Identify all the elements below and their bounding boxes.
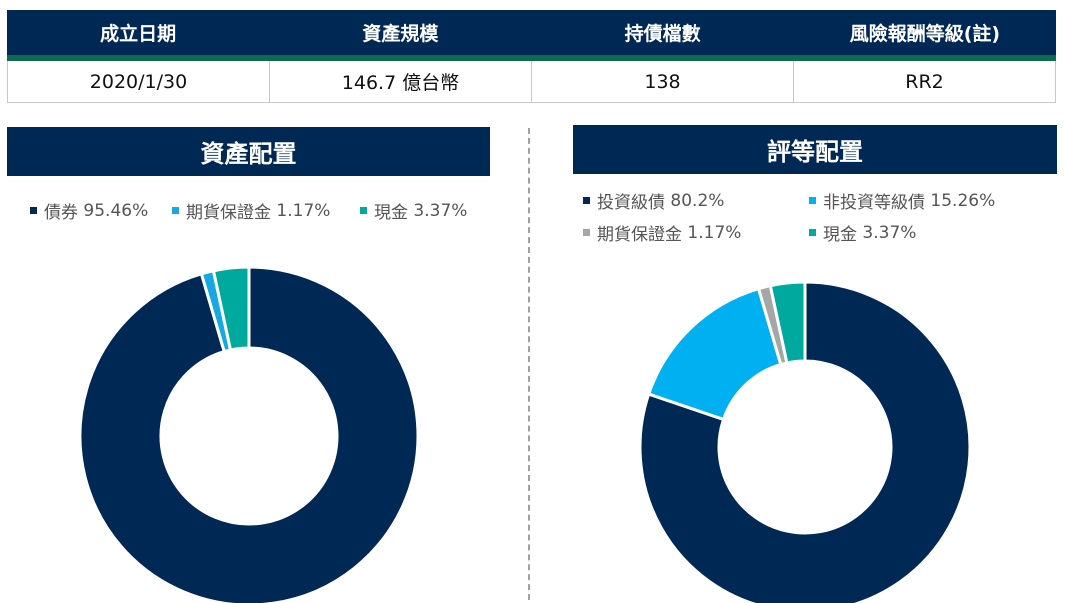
legend-item-rating-futures-margin: 期貨保證金 1.17% bbox=[583, 220, 741, 245]
legend-dot-investment-grade bbox=[583, 197, 590, 204]
legend-value-rating-futures-margin: 1.17% bbox=[687, 222, 742, 243]
value-fund-size: 146.7 億台幣 bbox=[270, 61, 532, 102]
legend-item-high-yield: 非投資等級債 15.26% bbox=[809, 188, 995, 213]
legend-value-rating-cash: 3.37% bbox=[862, 222, 917, 243]
donut-slice-1-1 bbox=[647, 287, 783, 421]
value-inception-date: 2020/1/30 bbox=[8, 61, 270, 102]
legend-value-cash: 3.37% bbox=[413, 200, 468, 221]
legend-label-bonds: 債券 bbox=[44, 203, 78, 223]
asset-allocation-donut bbox=[78, 265, 420, 603]
legend-label-futures-margin: 期貨保證金 bbox=[186, 203, 271, 223]
header-inception-date: 成立日期 bbox=[100, 23, 177, 45]
legend-label-rating-futures-margin: 期貨保證金 bbox=[597, 225, 682, 245]
value-holdings-count: 138 bbox=[532, 61, 794, 102]
legend-dot-futures-margin bbox=[172, 207, 179, 214]
legend-value-investment-grade: 80.2% bbox=[670, 190, 725, 211]
header-holdings-count: 持債檔數 bbox=[624, 23, 701, 45]
donut-slice-0-2 bbox=[211, 265, 251, 352]
legend-dot-rating-futures-margin bbox=[583, 229, 590, 236]
panel-divider bbox=[528, 128, 530, 600]
rating-allocation-donut bbox=[638, 280, 972, 603]
legend-item-investment-grade: 投資級債 80.2% bbox=[583, 188, 724, 213]
rating-allocation-title: 評等配置 bbox=[573, 125, 1057, 174]
legend-item-bonds: 債券 95.46% bbox=[30, 198, 148, 223]
legend-item-cash: 現金 3.37% bbox=[360, 198, 467, 223]
legend-dot-high-yield bbox=[809, 197, 816, 204]
legend-value-high-yield: 15.26% bbox=[930, 190, 996, 211]
legend-value-bonds: 95.46% bbox=[83, 200, 149, 221]
legend-label-cash: 現金 bbox=[374, 203, 408, 223]
legend-label-high-yield: 非投資等級債 bbox=[823, 193, 925, 213]
legend-dot-bonds bbox=[30, 207, 37, 214]
legend-dot-rating-cash bbox=[809, 229, 816, 236]
donut-slice-0-0 bbox=[78, 265, 420, 603]
legend-label-rating-cash: 現金 bbox=[823, 225, 857, 245]
donut-slice-1-0 bbox=[638, 280, 972, 603]
value-risk-level: RR2 bbox=[794, 61, 1056, 102]
summary-header-row: 成立日期 資產規模 持債檔數 風險報酬等級(註) bbox=[7, 10, 1056, 55]
fund-summary-table: 成立日期 資產規模 持債檔數 風險報酬等級(註) 2020/1/30 146.7… bbox=[7, 10, 1056, 103]
asset-allocation-title: 資產配置 bbox=[7, 127, 490, 176]
legend-dot-cash bbox=[360, 207, 367, 214]
summary-value-row: 2020/1/30 146.7 億台幣 138 RR2 bbox=[7, 61, 1056, 103]
donut-slice-1-3 bbox=[768, 280, 807, 365]
summary-accent-line bbox=[7, 55, 1056, 61]
header-risk-level: 風險報酬等級(註) bbox=[849, 23, 1001, 45]
legend-item-futures-margin: 期貨保證金 1.17% bbox=[172, 198, 330, 223]
header-fund-size: 資產規模 bbox=[362, 23, 439, 45]
legend-item-rating-cash: 現金 3.37% bbox=[809, 220, 916, 245]
legend-label-investment-grade: 投資級債 bbox=[597, 193, 665, 213]
legend-value-futures-margin: 1.17% bbox=[276, 200, 331, 221]
